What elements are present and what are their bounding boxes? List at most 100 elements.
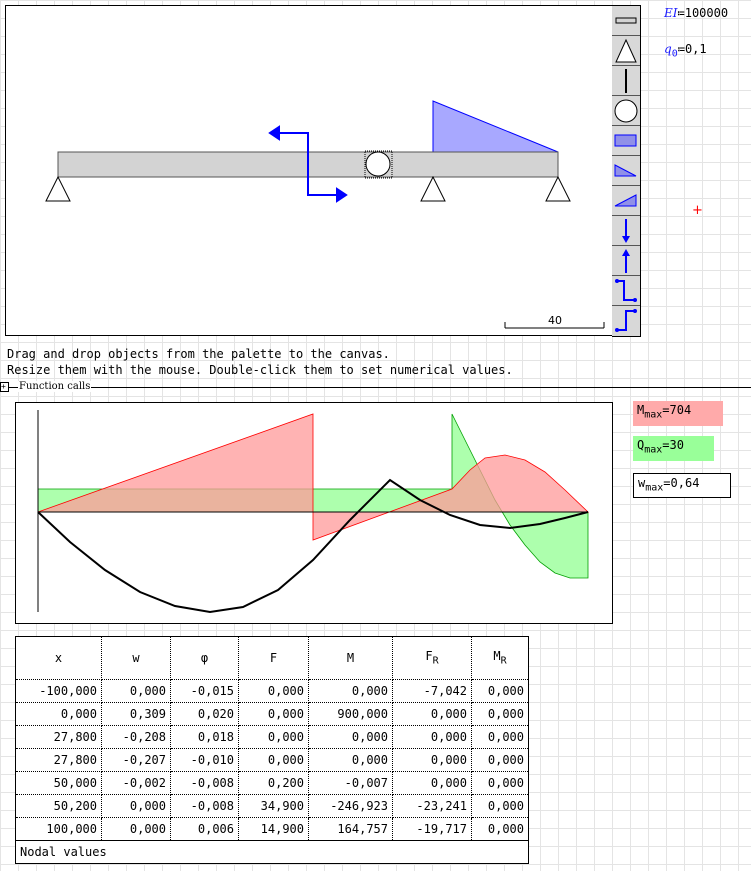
- support-right: [545, 175, 571, 202]
- palette-moment-ccw[interactable]: [612, 306, 640, 335]
- table-cell: 0,000: [392, 771, 472, 795]
- table-cell: 0,000: [308, 748, 393, 772]
- header-sub: R: [500, 655, 507, 667]
- sub: max: [644, 444, 663, 456]
- table-cell: 0,000: [471, 679, 529, 703]
- value: 704: [669, 403, 692, 417]
- hinge: [365, 151, 391, 177]
- table-cell: 0,006: [170, 817, 239, 841]
- label: Q: [637, 438, 645, 452]
- table-cell: 0,000: [238, 679, 309, 703]
- palette-moment-cw[interactable]: [612, 276, 640, 306]
- table-row: 50,200 0,000 -0,008 34,900 -246,923 -23,241 0,…: [15, 794, 529, 818]
- table-cell: 0,200: [238, 771, 309, 795]
- header-text: w: [132, 651, 140, 665]
- header-text: φ: [200, 651, 209, 665]
- table-row: 50,000 -0,002 -0,008 0,200 -0,007 0,000 0,000: [15, 771, 529, 795]
- header-text: x: [54, 651, 63, 665]
- value: 0,64: [670, 476, 700, 490]
- table-cell: 900,000: [308, 702, 393, 726]
- header-text: M: [346, 651, 355, 665]
- table-cell: 0,000: [392, 748, 472, 772]
- column-header: w: [101, 636, 171, 680]
- moment-diagram: [37, 413, 589, 541]
- table-cell: 0,000: [471, 725, 529, 749]
- table-cell: 0,000: [471, 771, 529, 795]
- table-cell: 0,000: [101, 679, 171, 703]
- palette-decreasing-load[interactable]: [612, 156, 640, 186]
- table-cell: 0,000: [101, 794, 171, 818]
- column-header: x: [15, 636, 102, 680]
- beam-canvas[interactable]: 40: [5, 5, 613, 336]
- table-cell: 0,000: [471, 702, 529, 726]
- table-cell: 27,800: [15, 725, 102, 749]
- header-text: F: [425, 649, 433, 664]
- table-cell: 50,000: [15, 771, 102, 795]
- var-q0[interactable]: q0≔0,1: [664, 42, 707, 60]
- deflection-curve: [37, 478, 589, 614]
- section-label: Function calls: [18, 381, 92, 392]
- table-cell: -7,042: [392, 679, 472, 703]
- m-max-badge: Mmax=704: [633, 401, 723, 426]
- table-cell: 0,020: [170, 702, 239, 726]
- table-cell: 0,000: [392, 702, 472, 726]
- table-cell: -246,923: [308, 794, 393, 818]
- table-cell: 0,000: [308, 725, 393, 749]
- table-cell: 164,757: [308, 817, 393, 841]
- table-cell: 0,000: [238, 725, 309, 749]
- var-EI[interactable]: EI≔100000: [664, 6, 729, 20]
- table-cell: 50,200: [15, 794, 102, 818]
- column-header: φ: [170, 636, 239, 680]
- cursor-crosshair: +: [692, 203, 703, 218]
- sub: max: [645, 482, 664, 494]
- palette-fixed-support[interactable]: [612, 66, 640, 96]
- table-cell: 14,900: [238, 817, 309, 841]
- table-cell: 0,309: [101, 702, 171, 726]
- var-sub: 0: [671, 48, 678, 60]
- triangular-load: [432, 100, 559, 153]
- table-row: 0,000 0,309 0,020 0,000 900,000 0,000 0,000: [15, 702, 529, 726]
- w-max-badge: wmax=0,64: [633, 473, 731, 498]
- header-sub: R: [432, 655, 439, 667]
- table-cell: -23,241: [392, 794, 472, 818]
- column-header: MR: [471, 636, 529, 680]
- var-name: EI: [664, 6, 678, 20]
- var-name: q: [664, 42, 672, 56]
- table-cell: 34,900: [238, 794, 309, 818]
- table-cell: 0,018: [170, 725, 239, 749]
- column-header: FR: [392, 636, 472, 680]
- section-divider: [0, 387, 751, 388]
- table-cell: 0,000: [308, 679, 393, 703]
- table-row: 27,800 -0,208 0,018 0,000 0,000 0,000 0,000: [15, 725, 529, 749]
- palette-force-down[interactable]: [612, 216, 640, 246]
- palette-pin-support[interactable]: [612, 36, 640, 66]
- label: M: [637, 403, 645, 417]
- table-cell: -100,000: [15, 679, 102, 703]
- palette-increasing-load[interactable]: [612, 186, 640, 216]
- table-cell: 0,000: [471, 794, 529, 818]
- table-cell: -0,208: [101, 725, 171, 749]
- diagram-plot: [15, 402, 613, 624]
- nodal-values-table: x w φ F M FR MR -100,000 0,000 -0,015 0,000 0,000-…: [15, 636, 529, 864]
- scale-label: 40: [548, 314, 562, 327]
- moment-load: [268, 125, 348, 203]
- support-left: [45, 175, 71, 202]
- table-cell: 0,000: [471, 817, 529, 841]
- table-cell: -0,010: [170, 748, 239, 772]
- value: 30: [669, 438, 684, 452]
- table-cell: 0,000: [471, 748, 529, 772]
- palette-uniform-load[interactable]: [612, 126, 640, 156]
- palette-beam[interactable]: [612, 6, 640, 36]
- var-value: 100000: [684, 6, 729, 20]
- header-text: M: [493, 649, 501, 664]
- column-header: M: [308, 636, 393, 680]
- hint-line-1: Drag and drop objects from the palette t…: [7, 347, 390, 361]
- sub: max: [644, 409, 663, 421]
- support-mid: [420, 175, 446, 202]
- palette-hinge[interactable]: [612, 96, 640, 126]
- collapse-toggle[interactable]: +: [0, 382, 9, 392]
- label: w: [638, 476, 646, 490]
- table-cell: -0,207: [101, 748, 171, 772]
- palette-force-up[interactable]: [612, 246, 640, 276]
- table-row: 27,800 -0,207 -0,010 0,000 0,000 0,000 0,000: [15, 748, 529, 772]
